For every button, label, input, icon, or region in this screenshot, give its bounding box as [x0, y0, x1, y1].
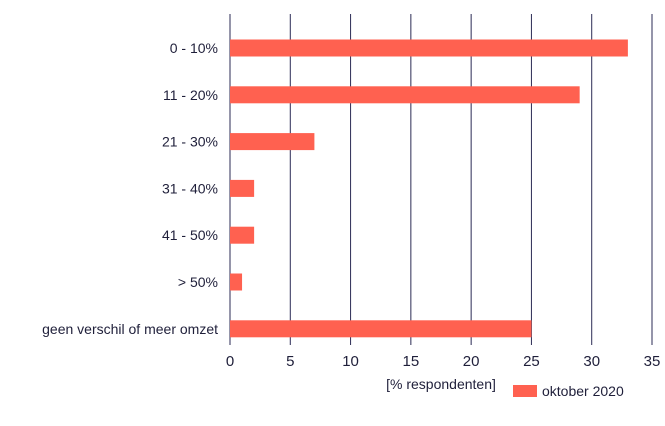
category-label: 41 - 50% [162, 227, 218, 243]
bar [230, 320, 532, 338]
category-label: 0 - 10% [170, 40, 218, 56]
x-tick-label: 20 [463, 353, 480, 370]
x-tick-label: 5 [286, 353, 294, 370]
grid-lines [229, 14, 653, 345]
category-label: 11 - 20% [163, 87, 218, 103]
x-tick-label: 25 [523, 353, 540, 370]
category-label: geen verschil of meer omzet [42, 321, 218, 337]
category-labels: 0 - 10% 11 - 20% 21 - 30% 31 - 40% 41 - 50% >… [42, 40, 218, 337]
x-axis-title: [% respondenten] [386, 376, 496, 392]
legend: oktober 2020 [513, 383, 624, 399]
bar [230, 86, 580, 104]
bar [230, 133, 315, 151]
category-label: 31 - 40% [162, 180, 218, 196]
bar [230, 179, 255, 197]
bar [230, 39, 628, 57]
x-tick-label: 30 [583, 353, 600, 370]
category-label: 21 - 30% [162, 134, 218, 150]
bars [230, 39, 628, 338]
legend-swatch [513, 385, 537, 397]
bar [230, 273, 243, 291]
x-tick-labels: 0 5 10 15 20 25 30 35 [226, 353, 661, 370]
category-label: > 50% [178, 274, 218, 290]
legend-label: oktober 2020 [542, 383, 624, 399]
bar [230, 226, 255, 244]
x-tick-label: 15 [403, 353, 420, 370]
x-tick-label: 35 [644, 353, 661, 370]
x-tick-label: 0 [226, 353, 234, 370]
x-tick-label: 10 [342, 353, 359, 370]
